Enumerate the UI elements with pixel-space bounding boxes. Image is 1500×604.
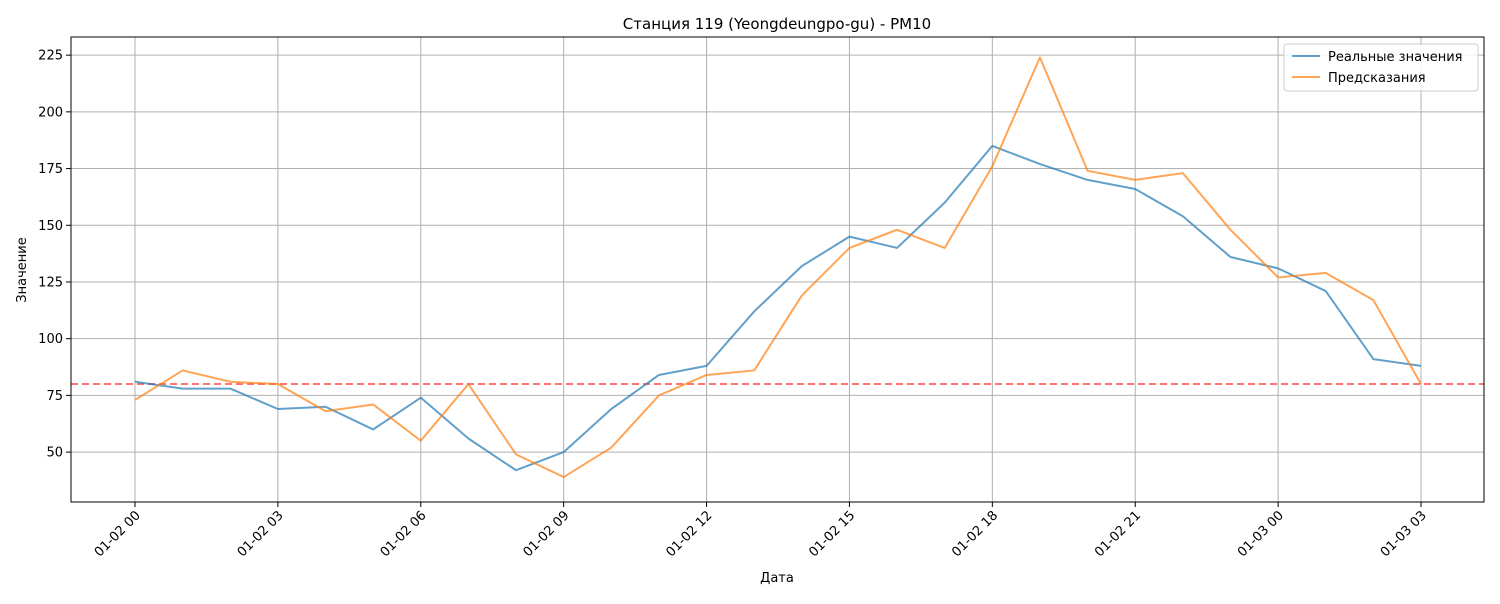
legend: Реальные значения Предсказания: [1283, 43, 1479, 92]
x-tick-label: 01-02 21: [1092, 508, 1144, 560]
y-tick-label: 150: [38, 219, 63, 234]
series-line-predicted: [134, 56, 1422, 479]
legend-label-real: Реальные значения: [1328, 50, 1463, 65]
y-tick-label: 200: [38, 105, 63, 120]
x-tick-label: 01-02 15: [806, 508, 858, 560]
y-tick-label: 100: [38, 332, 63, 347]
grid-lines: [71, 37, 1484, 502]
legend-label-predicted: Предсказания: [1328, 71, 1426, 86]
x-axis: 01-02 00 01-02 03 01-02 06 01-02 09 01-02 12…: [92, 502, 1430, 560]
y-tick-label: 125: [38, 275, 63, 290]
y-axis-label: Значение: [15, 237, 30, 302]
y-tick-label: 50: [46, 446, 63, 461]
x-tick-label: 01-02 18: [949, 508, 1001, 560]
chart-title: Станция 119 (Yeongdeungpo-gu) - PM10: [623, 15, 931, 33]
x-tick-label: 01-03 00: [1235, 508, 1287, 560]
x-tick-label: 01-02 12: [663, 508, 715, 560]
series-line-real: [134, 144, 1422, 472]
x-axis-label: Дата: [760, 571, 794, 586]
y-tick-label: 175: [38, 162, 63, 177]
legend-box: [1283, 43, 1479, 92]
x-tick-label: 01-02 03: [235, 508, 287, 560]
y-axis: 50 75 100 125 150 175 200 225: [38, 49, 71, 461]
x-tick-label: 01-02 09: [521, 508, 573, 560]
series-layer: [134, 56, 1422, 479]
y-tick-label: 75: [46, 389, 63, 404]
plot-frame: [70, 36, 1485, 503]
x-tick-label: 01-03 03: [1378, 508, 1430, 560]
x-tick-label: 01-02 00: [92, 508, 144, 560]
y-tick-label: 225: [38, 49, 63, 64]
x-tick-label: 01-02 06: [378, 508, 430, 560]
